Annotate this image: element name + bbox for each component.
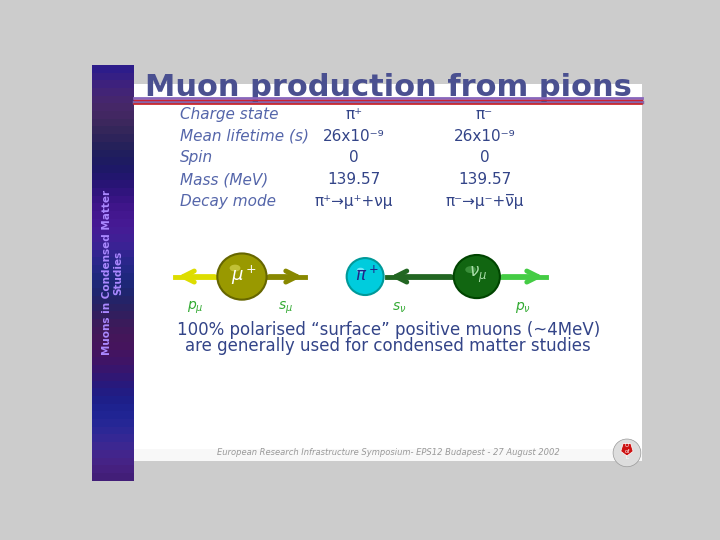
Text: 139.57: 139.57 bbox=[327, 172, 380, 187]
Bar bbox=[92, 365, 134, 373]
Text: π⁺: π⁺ bbox=[345, 107, 362, 123]
Bar bbox=[92, 319, 134, 327]
Text: Mean lifetime (s): Mean lifetime (s) bbox=[180, 129, 310, 144]
Ellipse shape bbox=[217, 253, 266, 300]
Text: π⁺→μ⁺+νμ: π⁺→μ⁺+νμ bbox=[315, 194, 393, 208]
Bar bbox=[92, 296, 134, 303]
Bar bbox=[92, 465, 134, 473]
Text: $s_\nu$: $s_\nu$ bbox=[392, 300, 406, 314]
Bar bbox=[92, 373, 134, 381]
Bar bbox=[92, 381, 134, 388]
Ellipse shape bbox=[465, 266, 476, 273]
Text: 26x10⁻⁹: 26x10⁻⁹ bbox=[454, 129, 516, 144]
Bar bbox=[92, 442, 134, 450]
Text: Decay mode: Decay mode bbox=[180, 194, 276, 208]
Bar bbox=[92, 288, 134, 296]
Bar bbox=[92, 157, 134, 165]
Text: 0: 0 bbox=[480, 151, 490, 165]
Bar bbox=[92, 473, 134, 481]
Bar bbox=[92, 334, 134, 342]
Text: European Research Infrastructure Symposium- EPS12 Budapest - 27 August 2002: European Research Infrastructure Symposi… bbox=[217, 448, 559, 457]
Bar bbox=[92, 88, 134, 96]
Bar bbox=[92, 204, 134, 211]
Text: 26x10⁻⁹: 26x10⁻⁹ bbox=[323, 129, 384, 144]
Bar bbox=[92, 311, 134, 319]
Bar bbox=[92, 126, 134, 134]
Bar bbox=[92, 388, 134, 396]
Bar bbox=[134, 449, 642, 461]
Bar bbox=[92, 119, 134, 126]
Text: Charge state: Charge state bbox=[180, 107, 279, 123]
Bar bbox=[92, 411, 134, 419]
Bar bbox=[92, 195, 134, 204]
Text: $\mu^+$: $\mu^+$ bbox=[231, 264, 257, 287]
Text: 139.57: 139.57 bbox=[458, 172, 511, 187]
Bar bbox=[92, 188, 134, 195]
Bar bbox=[92, 142, 134, 150]
Bar bbox=[92, 80, 134, 88]
Bar bbox=[92, 257, 134, 265]
Bar bbox=[92, 65, 134, 72]
Bar bbox=[92, 150, 134, 157]
Bar bbox=[92, 134, 134, 142]
Bar bbox=[92, 265, 134, 273]
Text: $\pi^+$: $\pi^+$ bbox=[355, 265, 379, 285]
Text: Muon production from pions: Muon production from pions bbox=[145, 73, 631, 103]
Bar bbox=[92, 357, 134, 365]
Bar bbox=[92, 327, 134, 334]
Bar bbox=[92, 273, 134, 280]
Bar bbox=[92, 219, 134, 226]
Bar bbox=[92, 280, 134, 288]
Bar bbox=[92, 457, 134, 465]
Bar bbox=[92, 72, 134, 80]
Text: $s_\mu$: $s_\mu$ bbox=[279, 299, 293, 315]
Circle shape bbox=[613, 439, 641, 467]
Bar bbox=[92, 165, 134, 173]
Text: Mass (MeV): Mass (MeV) bbox=[180, 172, 269, 187]
Bar bbox=[92, 450, 134, 457]
Ellipse shape bbox=[454, 255, 500, 298]
Bar bbox=[92, 96, 134, 103]
Bar bbox=[92, 350, 134, 357]
Text: $p_\nu$: $p_\nu$ bbox=[515, 300, 531, 315]
Bar bbox=[92, 211, 134, 219]
Text: 100% polarised “surface” positive muons (~4MeV): 100% polarised “surface” positive muons … bbox=[176, 321, 600, 340]
Ellipse shape bbox=[230, 265, 240, 272]
Text: are generally used for condensed matter studies: are generally used for condensed matter … bbox=[185, 337, 591, 355]
Bar bbox=[92, 103, 134, 111]
Text: $\nu_\mu$: $\nu_\mu$ bbox=[469, 265, 487, 285]
Bar bbox=[92, 234, 134, 242]
Bar bbox=[92, 427, 134, 434]
Text: 0: 0 bbox=[348, 151, 359, 165]
Bar bbox=[92, 434, 134, 442]
Bar bbox=[92, 180, 134, 188]
Bar bbox=[92, 303, 134, 311]
Bar bbox=[92, 403, 134, 411]
Bar bbox=[92, 396, 134, 403]
Bar bbox=[92, 57, 134, 65]
Ellipse shape bbox=[356, 268, 364, 273]
Text: π⁻: π⁻ bbox=[476, 107, 493, 123]
Text: Muons in Condensed Matter
Studies: Muons in Condensed Matter Studies bbox=[102, 190, 123, 355]
Bar bbox=[92, 419, 134, 427]
Text: π⁻→μ⁻+ν̅μ: π⁻→μ⁻+ν̅μ bbox=[445, 193, 523, 208]
Bar bbox=[92, 111, 134, 119]
Bar bbox=[92, 249, 134, 257]
Bar bbox=[92, 242, 134, 249]
Ellipse shape bbox=[346, 258, 384, 295]
Text: Spin: Spin bbox=[180, 151, 213, 165]
Bar bbox=[92, 342, 134, 350]
Polygon shape bbox=[621, 444, 633, 456]
Bar bbox=[92, 173, 134, 180]
Text: U
of
L: U of L bbox=[624, 443, 629, 460]
Text: $p_\mu$: $p_\mu$ bbox=[187, 299, 204, 315]
Bar bbox=[92, 226, 134, 234]
